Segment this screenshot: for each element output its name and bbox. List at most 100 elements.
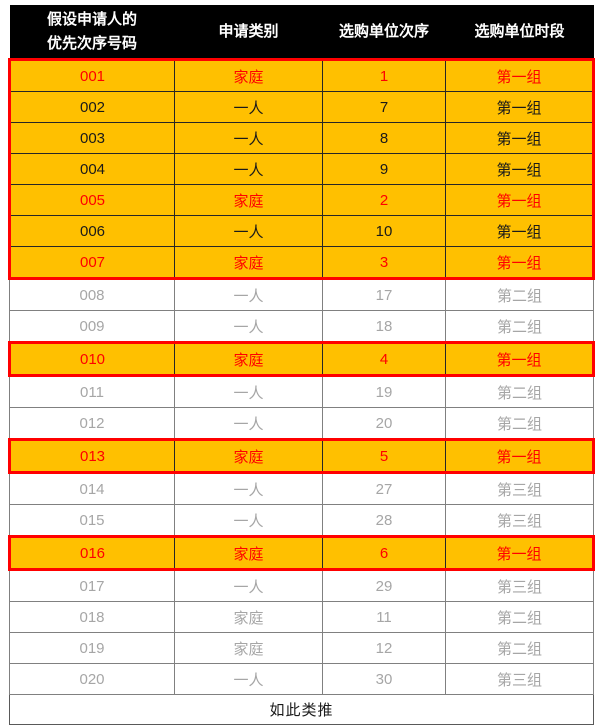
cell-selection-period: 第二组 bbox=[445, 632, 594, 664]
cell-priority-number: 018 bbox=[9, 601, 175, 633]
cell-selection-order: 27 bbox=[322, 472, 446, 505]
cell-application-type: 家庭 bbox=[174, 246, 323, 280]
cell-selection-order: 17 bbox=[322, 278, 446, 311]
cell-priority-number: 019 bbox=[9, 632, 175, 664]
cell-application-type: 一人 bbox=[174, 153, 323, 185]
cell-selection-order: 29 bbox=[322, 569, 446, 602]
table-row: 006 一人 10 第一组 bbox=[8, 215, 595, 247]
table-row: 003 一人 8 第一组 bbox=[8, 122, 595, 154]
cell-application-type: 一人 bbox=[174, 278, 323, 311]
cell-selection-order: 19 bbox=[322, 375, 446, 408]
col-header-selection-order: 选购单位次序 bbox=[322, 5, 446, 60]
cell-application-type: 家庭 bbox=[174, 58, 323, 92]
col-header-priority-number: 假设申请人的 优先次序号码 bbox=[9, 5, 175, 60]
cell-selection-order: 5 bbox=[322, 438, 446, 474]
col-header-priority-number-line1: 假设申请人的 bbox=[46, 11, 137, 29]
cell-selection-period: 第三组 bbox=[445, 663, 594, 695]
table-row: 007 家庭 3 第一组 bbox=[8, 246, 595, 280]
cell-selection-period: 第一组 bbox=[445, 215, 595, 247]
col-header-priority-number-line2: 优先次序号码 bbox=[46, 34, 137, 52]
cell-application-type: 家庭 bbox=[174, 632, 323, 664]
cell-selection-order: 9 bbox=[322, 153, 446, 185]
cell-application-type: 一人 bbox=[174, 407, 323, 440]
cell-application-type: 一人 bbox=[174, 663, 323, 695]
cell-application-type: 一人 bbox=[174, 375, 323, 408]
cell-application-type: 家庭 bbox=[174, 341, 323, 377]
cell-priority-number: 003 bbox=[8, 122, 175, 154]
cell-selection-order: 6 bbox=[322, 535, 446, 571]
cell-selection-period: 第一组 bbox=[445, 91, 595, 123]
cell-priority-number: 015 bbox=[9, 504, 175, 537]
cell-priority-number: 006 bbox=[8, 215, 175, 247]
cell-selection-period: 第一组 bbox=[445, 58, 595, 92]
cell-application-type: 一人 bbox=[174, 91, 323, 123]
cell-application-type: 家庭 bbox=[174, 438, 323, 474]
cell-priority-number: 001 bbox=[8, 58, 175, 92]
cell-application-type: 家庭 bbox=[174, 535, 323, 571]
table-row: 016 家庭 6 第一组 bbox=[8, 535, 595, 571]
cell-selection-order: 3 bbox=[322, 246, 446, 280]
cell-selection-order: 20 bbox=[322, 407, 446, 440]
cell-priority-number: 004 bbox=[8, 153, 175, 185]
cell-priority-number: 017 bbox=[9, 569, 175, 602]
cell-selection-period: 第二组 bbox=[445, 310, 594, 343]
cell-selection-period: 第一组 bbox=[445, 153, 595, 185]
table-row: 017 一人 29 第三组 bbox=[9, 569, 594, 602]
table-row: 002 一人 7 第一组 bbox=[8, 91, 595, 123]
cell-application-type: 家庭 bbox=[174, 601, 323, 633]
footer-note: 如此类推 bbox=[9, 694, 594, 725]
table-row: 020 一人 30 第三组 bbox=[9, 663, 594, 695]
cell-priority-number: 007 bbox=[8, 246, 175, 280]
table-row: 009 一人 18 第二组 bbox=[9, 310, 594, 343]
cell-priority-number: 016 bbox=[8, 535, 175, 571]
cell-selection-period: 第一组 bbox=[445, 246, 595, 280]
cell-selection-order: 7 bbox=[322, 91, 446, 123]
cell-priority-number: 009 bbox=[9, 310, 175, 343]
cell-selection-order: 30 bbox=[322, 663, 446, 695]
table-row: 015 一人 28 第三组 bbox=[9, 504, 594, 537]
cell-priority-number: 014 bbox=[9, 472, 175, 505]
footer-row: 如此类推 bbox=[9, 694, 594, 725]
cell-selection-period: 第一组 bbox=[445, 122, 595, 154]
ballot-priority-page: 假设申请人的 优先次序号码 申请类别 选购单位次序 选购单位时段 001 家庭 … bbox=[8, 5, 595, 725]
cell-selection-order: 2 bbox=[322, 184, 446, 216]
cell-priority-number: 002 bbox=[8, 91, 175, 123]
table-row: 001 家庭 1 第一组 bbox=[8, 58, 595, 92]
cell-priority-number: 012 bbox=[9, 407, 175, 440]
table-row: 004 一人 9 第一组 bbox=[8, 153, 595, 185]
cell-selection-period: 第二组 bbox=[445, 407, 594, 440]
cell-selection-order: 11 bbox=[322, 601, 446, 633]
cell-selection-period: 第三组 bbox=[445, 504, 594, 537]
cell-selection-period: 第一组 bbox=[445, 535, 595, 571]
cell-selection-period: 第一组 bbox=[445, 438, 595, 474]
priority-table: 假设申请人的 优先次序号码 申请类别 选购单位次序 选购单位时段 001 家庭 … bbox=[8, 5, 595, 725]
cell-selection-period: 第一组 bbox=[445, 184, 595, 216]
col-header-selection-period: 选购单位时段 bbox=[445, 5, 594, 60]
cell-selection-order: 28 bbox=[322, 504, 446, 537]
cell-selection-order: 12 bbox=[322, 632, 446, 664]
cell-selection-order: 10 bbox=[322, 215, 446, 247]
cell-selection-period: 第三组 bbox=[445, 472, 594, 505]
cell-priority-number: 013 bbox=[8, 438, 175, 474]
cell-selection-order: 4 bbox=[322, 341, 446, 377]
cell-selection-period: 第二组 bbox=[445, 278, 594, 311]
table-row: 018 家庭 11 第二组 bbox=[9, 601, 594, 633]
cell-priority-number: 008 bbox=[9, 278, 175, 311]
cell-selection-order: 18 bbox=[322, 310, 446, 343]
cell-selection-period: 第三组 bbox=[445, 569, 594, 602]
cell-application-type: 一人 bbox=[174, 504, 323, 537]
cell-application-type: 一人 bbox=[174, 122, 323, 154]
col-header-application-type: 申请类别 bbox=[174, 5, 323, 60]
table-row: 010 家庭 4 第一组 bbox=[8, 341, 595, 377]
cell-priority-number: 020 bbox=[9, 663, 175, 695]
cell-selection-order: 1 bbox=[322, 58, 446, 92]
cell-selection-period: 第一组 bbox=[445, 341, 595, 377]
header-row: 假设申请人的 优先次序号码 申请类别 选购单位次序 选购单位时段 bbox=[9, 5, 594, 60]
cell-application-type: 一人 bbox=[174, 215, 323, 247]
table-row: 013 家庭 5 第一组 bbox=[8, 438, 595, 474]
cell-application-type: 一人 bbox=[174, 310, 323, 343]
table-row: 019 家庭 12 第二组 bbox=[9, 632, 594, 664]
cell-application-type: 一人 bbox=[174, 569, 323, 602]
table-row: 005 家庭 2 第一组 bbox=[8, 184, 595, 216]
table-row: 014 一人 27 第三组 bbox=[9, 472, 594, 505]
